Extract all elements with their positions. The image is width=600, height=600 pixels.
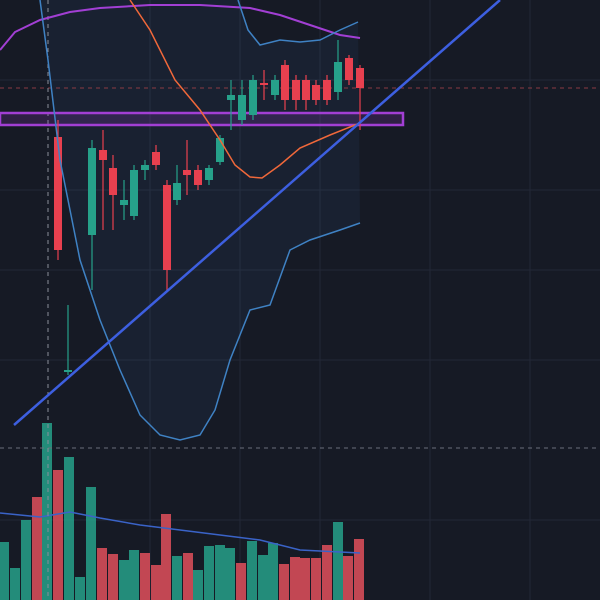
candle-body <box>323 80 331 100</box>
volume-bar <box>151 565 161 600</box>
volume-bar <box>236 563 246 600</box>
volume-bar <box>129 550 139 600</box>
volume-bar <box>0 542 9 600</box>
candle-body <box>271 80 279 95</box>
volume-bar <box>97 548 107 600</box>
volume-bar <box>258 555 268 600</box>
candle-body <box>88 148 96 235</box>
band-fill <box>40 0 360 440</box>
candle-body <box>249 80 257 115</box>
candle-body <box>183 170 191 175</box>
candle-body <box>281 65 289 100</box>
candle-body <box>345 58 353 80</box>
candle-body <box>356 68 364 88</box>
volume-bar <box>300 558 310 600</box>
volume-bar <box>247 541 257 600</box>
candle-body <box>227 95 235 100</box>
candle-body <box>64 370 72 372</box>
volume-bar <box>290 557 300 600</box>
volume-bar <box>204 546 214 600</box>
volume-bar <box>172 556 182 600</box>
volume-bar <box>354 539 364 600</box>
volume-bar <box>86 487 96 600</box>
candle-body <box>216 138 224 162</box>
candle-body <box>205 168 213 180</box>
candle-body <box>120 200 128 205</box>
trendline <box>13 0 501 426</box>
candle-body <box>334 62 342 92</box>
volume-bar <box>75 577 85 600</box>
candle-body <box>152 152 160 165</box>
candle-body <box>173 183 181 200</box>
candle-body <box>194 170 202 185</box>
volume-bar <box>53 470 63 600</box>
zone <box>0 111 405 127</box>
candle-body <box>99 150 107 160</box>
candle-body <box>109 168 117 195</box>
volume-bar <box>119 560 129 600</box>
volume-bar <box>225 548 235 600</box>
indicator-line <box>0 4 361 51</box>
volume-bar <box>161 514 171 600</box>
indicator-line <box>39 0 361 441</box>
indicator-line <box>237 0 359 46</box>
volume-bar <box>268 543 278 600</box>
volume-bar <box>311 558 321 600</box>
volume-bar <box>21 520 31 600</box>
volume-bar <box>333 522 343 600</box>
volume-bar <box>183 553 193 600</box>
candle-body <box>312 85 320 100</box>
volume-bar <box>64 457 74 600</box>
indicator-line <box>129 0 361 179</box>
candle-body <box>260 83 268 85</box>
candle-body <box>141 165 149 170</box>
volume-bar <box>215 545 225 600</box>
volume-average-line <box>0 511 361 554</box>
volume-bar <box>32 497 42 600</box>
candle-body <box>54 137 62 250</box>
candle-body <box>302 80 310 100</box>
volume-bar <box>343 556 353 600</box>
candle-body <box>238 95 246 120</box>
candle-body <box>163 185 171 270</box>
volume-bar <box>193 570 203 600</box>
volume-bar <box>140 553 150 600</box>
candle-body <box>130 170 138 216</box>
volume-bar <box>42 423 52 600</box>
volume-bar <box>279 564 289 600</box>
volume-bar <box>322 545 332 600</box>
candle-body <box>292 80 300 100</box>
volume-bar <box>108 554 118 600</box>
volume-bar <box>10 568 20 600</box>
